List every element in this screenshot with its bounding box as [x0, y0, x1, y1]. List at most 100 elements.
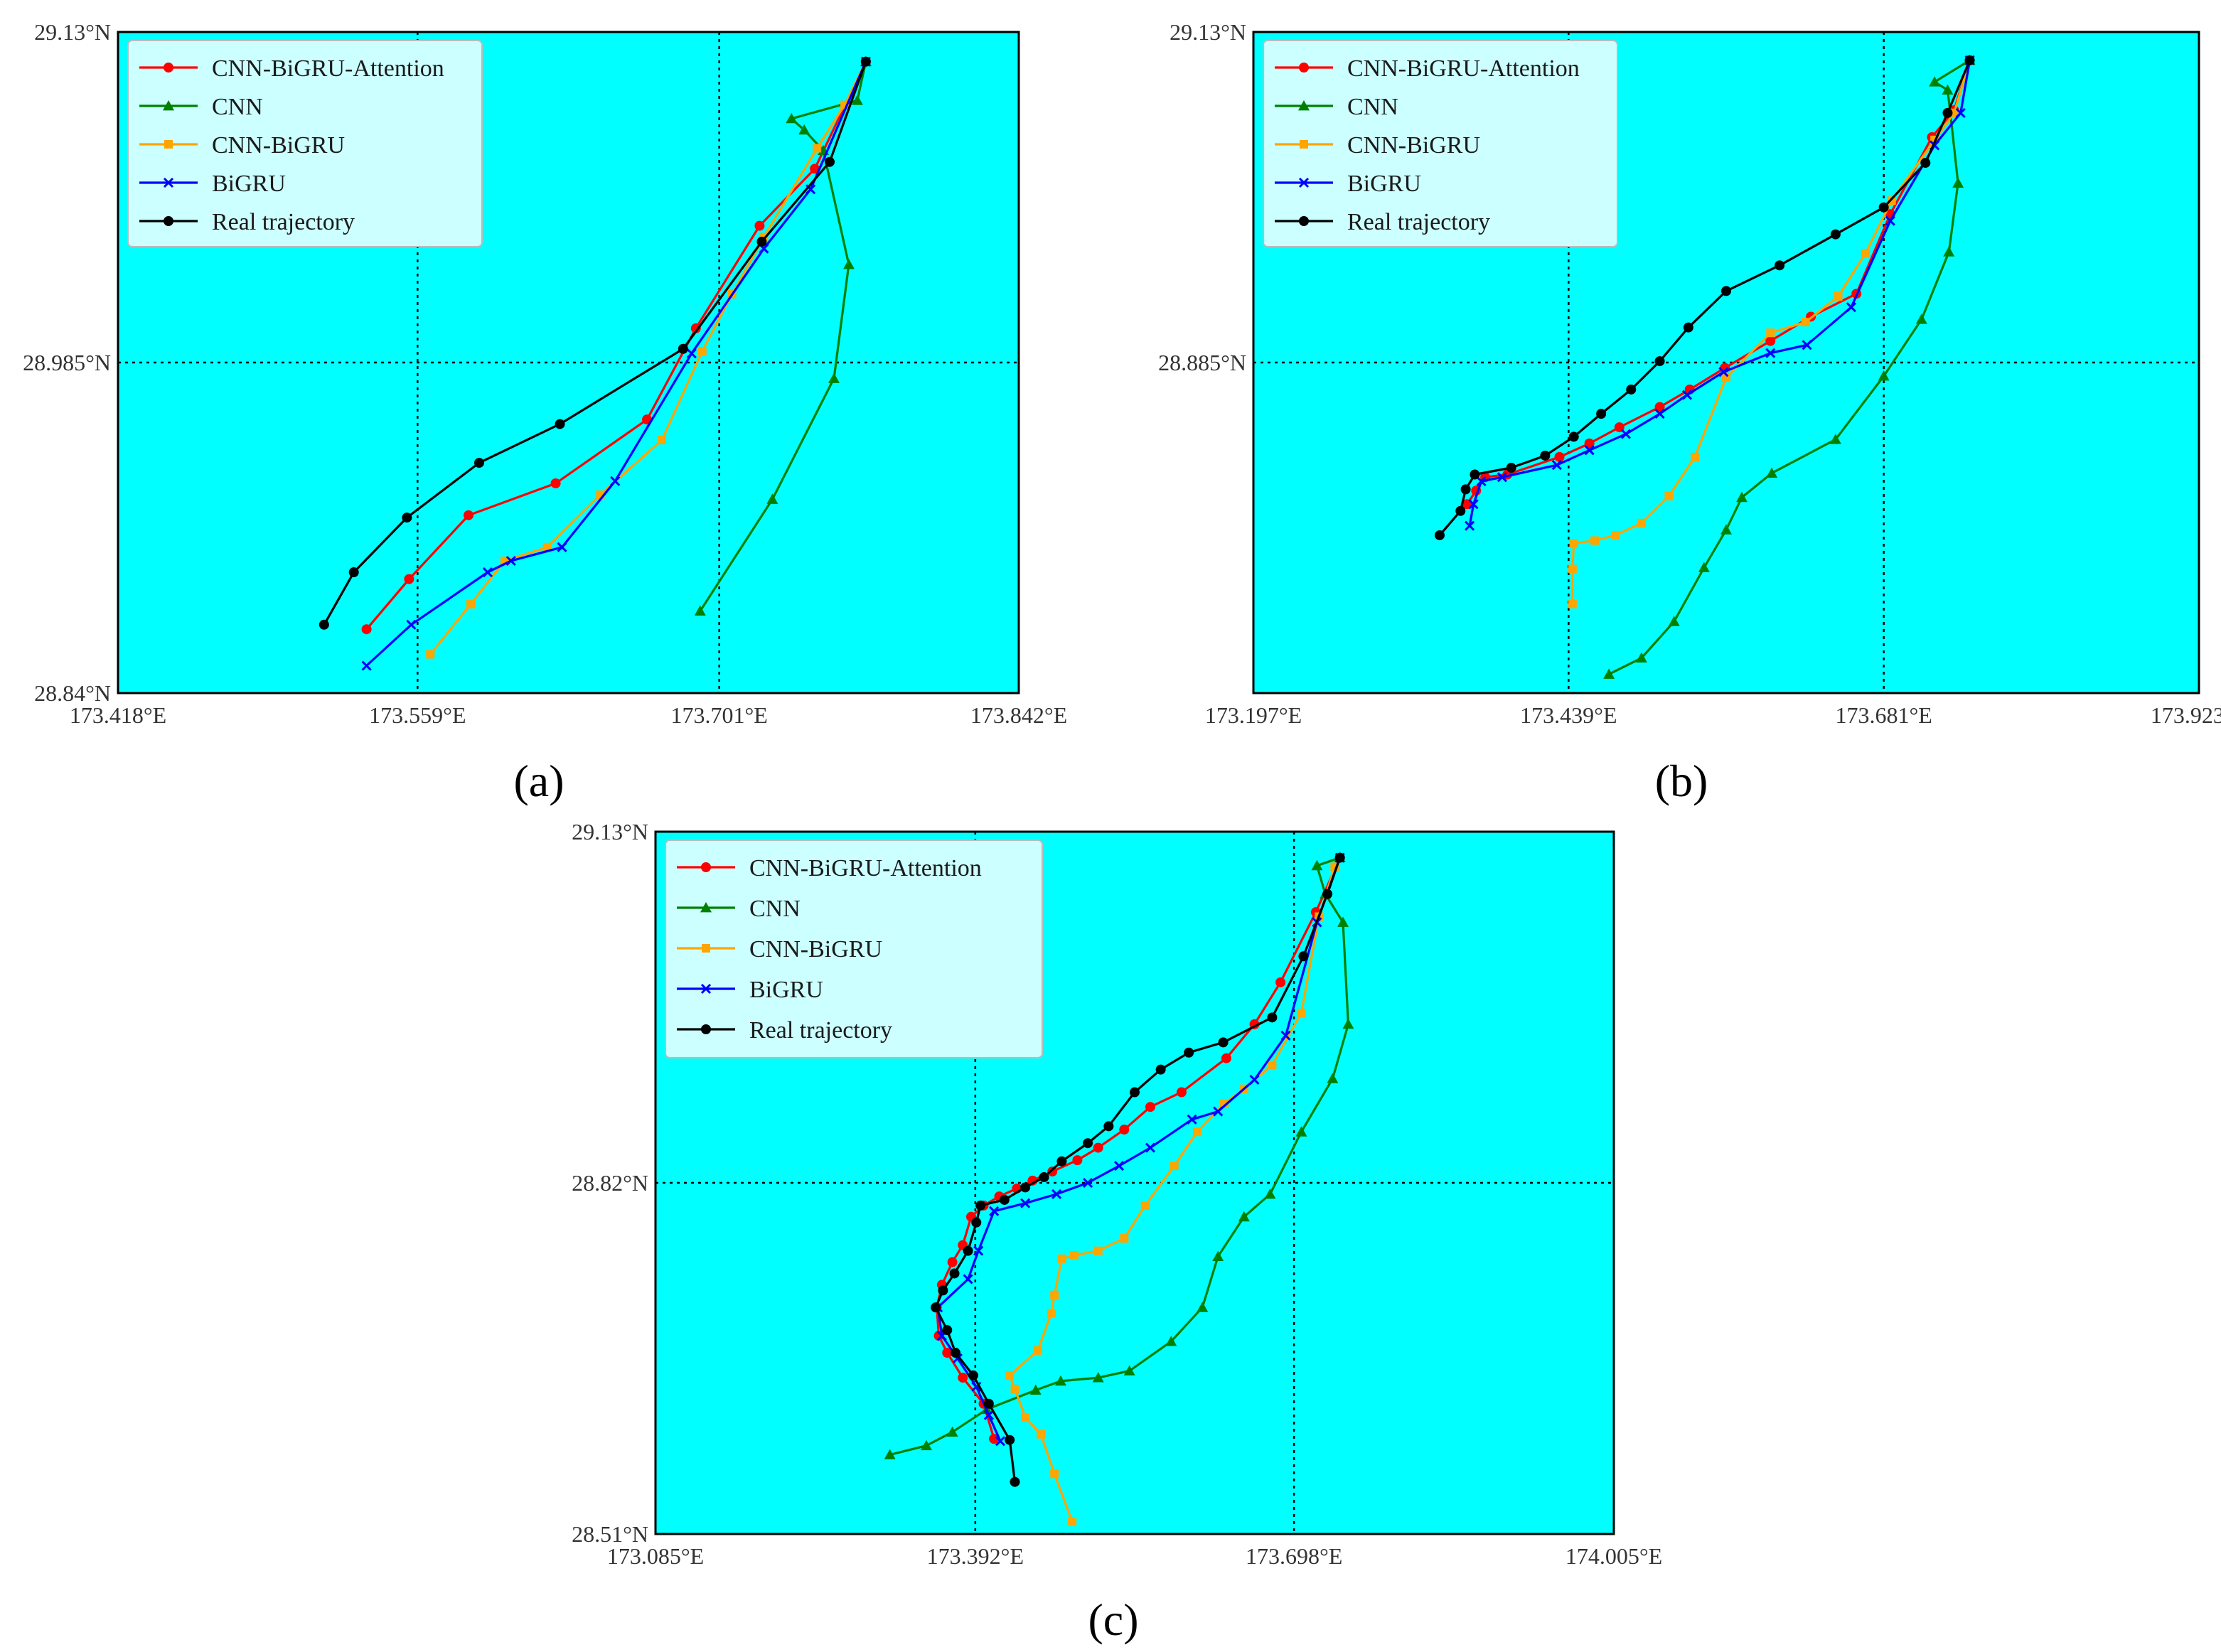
- legend-marker-cnn-bigru: [164, 140, 173, 149]
- data-point-cnn-bigru-attention: [1093, 1142, 1103, 1153]
- panel-a: 173.418°E 173.559°E 173.701°E 173.842°E 28.8…: [23, 19, 1067, 806]
- data-point-bigru: [1213, 1106, 1224, 1117]
- data-point-cnn-bigru: [1611, 530, 1620, 540]
- data-point-cnn-bigru-attention: [1614, 422, 1625, 433]
- data-point-cnn: [1878, 370, 1890, 381]
- legend-label-cnn: CNN: [1347, 94, 1398, 120]
- legend-label-bigru: BiGRU: [749, 977, 823, 1003]
- y-tick-label: 29.13°N: [1170, 19, 1246, 45]
- data-point-cnn: [766, 493, 778, 504]
- data-point-cnn: [1054, 1375, 1066, 1386]
- data-point-cnn: [1929, 76, 1941, 87]
- y-tick-label: 29.13°N: [572, 819, 648, 844]
- data-point-real-trajectory: [1942, 107, 1953, 118]
- legend-a: CNN-BiGRU-Attention CNN CNN-BiGRU BiGRU Real…: [127, 40, 483, 247]
- data-point-bigru: [1051, 1189, 1062, 1200]
- data-point-real-trajectory: [1083, 1138, 1093, 1149]
- legend-marker-cnn-bigru: [1300, 140, 1308, 149]
- data-point-cnn-bigru-attention: [1554, 451, 1565, 462]
- data-point-cnn: [1212, 1250, 1224, 1261]
- data-point-cnn-bigru: [466, 599, 476, 608]
- data-point-cnn: [1165, 1336, 1177, 1346]
- data-point-real-trajectory: [983, 1398, 994, 1409]
- data-point-real-trajectory: [1103, 1121, 1114, 1132]
- data-point-real-trajectory: [975, 1200, 986, 1211]
- legend-marker-real-trajectory: [701, 1024, 711, 1034]
- data-point-cnn-bigru: [1568, 599, 1577, 608]
- data-point-cnn: [1238, 1211, 1250, 1222]
- data-point-cnn: [1829, 434, 1841, 444]
- data-point-real-trajectory: [938, 1285, 948, 1296]
- data-point-real-trajectory: [860, 56, 871, 67]
- data-point-real-trajectory: [1218, 1037, 1229, 1048]
- data-point-real-trajectory: [1039, 1172, 1049, 1183]
- legend-label-cnn-bigru-attention: CNN-BiGRU-Attention: [749, 855, 982, 881]
- legend-marker-bigru: [700, 983, 712, 994]
- data-point-bigru: [1765, 348, 1776, 358]
- legend-label-bigru: BiGRU: [1347, 171, 1421, 197]
- series-group: [884, 852, 1354, 1526]
- data-point-cnn: [1720, 524, 1732, 535]
- data-point-real-trajectory: [1654, 356, 1665, 367]
- legend-box: [665, 840, 1043, 1058]
- data-point-bigru: [989, 1206, 1000, 1216]
- data-point-cnn-bigru: [1050, 1290, 1059, 1299]
- data-point-cnn-bigru: [1637, 518, 1646, 527]
- data-point-real-trajectory: [1568, 431, 1579, 442]
- data-point-cnn: [1635, 652, 1647, 663]
- legend-marker-cnn-bigru: [702, 944, 710, 953]
- data-point-cnn-bigru: [1021, 1412, 1030, 1422]
- data-point-cnn: [1029, 1384, 1042, 1395]
- legend-label-cnn: CNN: [212, 94, 263, 120]
- data-point-bigru: [686, 348, 697, 359]
- data-point-bigru: [557, 542, 567, 552]
- data-point-real-trajectory: [1964, 55, 1975, 65]
- legend-label-real-trajectory: Real trajectory: [749, 1017, 892, 1044]
- data-point-real-trajectory: [1334, 852, 1345, 863]
- data-point-real-trajectory: [1683, 322, 1693, 333]
- data-point-real-trajectory: [1721, 286, 1731, 296]
- data-point-cnn: [842, 259, 855, 269]
- x-tick-label: 174.005°E: [1566, 1543, 1662, 1569]
- data-point-cnn-bigru: [1268, 1061, 1277, 1070]
- data-point-cnn-bigru: [1590, 536, 1599, 545]
- data-point-cnn-bigru: [657, 436, 666, 445]
- data-point-cnn: [1942, 84, 1954, 95]
- data-point-cnn-bigru: [1691, 452, 1700, 461]
- data-point-cnn-bigru: [697, 346, 707, 355]
- data-point-real-trajectory: [1506, 463, 1516, 473]
- data-point-cnn: [1123, 1365, 1135, 1375]
- data-point-cnn-bigru: [1093, 1246, 1103, 1255]
- series-line-cnn-bigru: [429, 60, 867, 656]
- data-point-bigru: [1551, 460, 1562, 471]
- data-point-real-trajectory: [825, 156, 835, 167]
- data-point-real-trajectory: [971, 1217, 982, 1228]
- x-tick-label: 173.842°E: [970, 702, 1067, 728]
- data-point-cnn: [1943, 246, 1955, 257]
- series-group: [1434, 54, 1976, 679]
- data-point-real-trajectory: [1322, 889, 1333, 899]
- data-point-real-trajectory: [963, 1245, 973, 1256]
- data-point-cnn-bigru-attention: [1072, 1155, 1083, 1166]
- legend-marker-real-trajectory: [1299, 216, 1309, 226]
- data-point-real-trajectory: [1010, 1476, 1020, 1487]
- data-point-cnn-bigru: [1297, 1008, 1306, 1017]
- y-tick-label: 28.985°N: [23, 350, 111, 375]
- data-point-cnn-bigru: [1068, 1517, 1077, 1526]
- data-point-cnn-bigru-attention: [361, 624, 372, 635]
- data-point-cnn-bigru-attention: [404, 574, 414, 584]
- data-point-bigru: [361, 660, 372, 671]
- data-point-cnn: [828, 372, 840, 383]
- x-tick-label: 173.439°E: [1520, 702, 1617, 728]
- x-tick-label: 173.197°E: [1205, 702, 1302, 728]
- data-point-bigru: [1584, 445, 1595, 456]
- data-point-real-trajectory: [1775, 260, 1785, 271]
- legend-marker-cnn: [163, 100, 174, 111]
- data-point-real-trajectory: [1830, 229, 1841, 240]
- data-point-cnn: [946, 1426, 958, 1437]
- data-point-real-trajectory: [931, 1302, 941, 1313]
- data-point-real-trajectory: [1596, 409, 1607, 419]
- data-point-real-trajectory: [1878, 202, 1889, 213]
- data-point-cnn-bigru: [1047, 1309, 1056, 1318]
- data-point-real-trajectory: [1267, 1012, 1278, 1023]
